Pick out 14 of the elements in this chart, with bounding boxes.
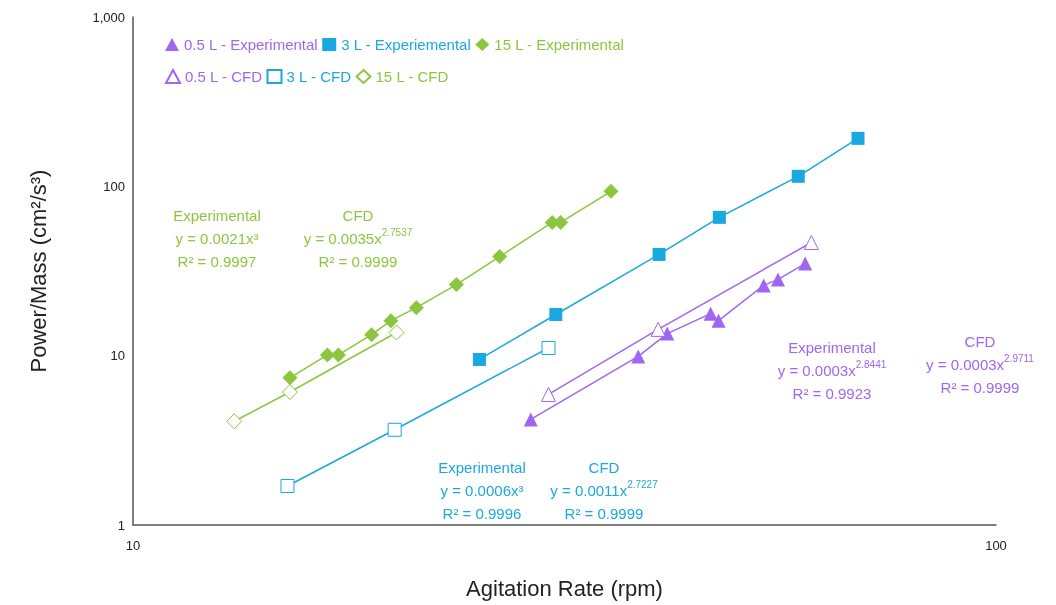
annotation: Experimental y = 0.0021x³ R² = 0.9997: [173, 207, 261, 270]
y-tick-label: 100: [103, 178, 125, 194]
legend-label: 0.5 L - CFD: [185, 68, 263, 85]
y-tick-label: 10: [110, 348, 125, 364]
x-axis-title: Agitation Rate (rpm): [466, 575, 663, 601]
legend-label: 3 L - CFD: [286, 68, 352, 85]
legend-label: 15 L - Experimental: [494, 36, 624, 53]
legend-label: 3 L - Experiemental: [341, 36, 471, 53]
annotation: Experimental y = 0.0006x³ R² = 0.9996: [438, 459, 526, 522]
y-tick-label: 1,000: [92, 9, 125, 25]
y-axis-title: Power/Mass (cm²/s³): [25, 169, 51, 373]
legend-label: 0.5 L - Experimental: [184, 36, 318, 53]
legend-label: 15 L - CFD: [375, 68, 449, 85]
y-tick-label: 1: [117, 517, 125, 533]
